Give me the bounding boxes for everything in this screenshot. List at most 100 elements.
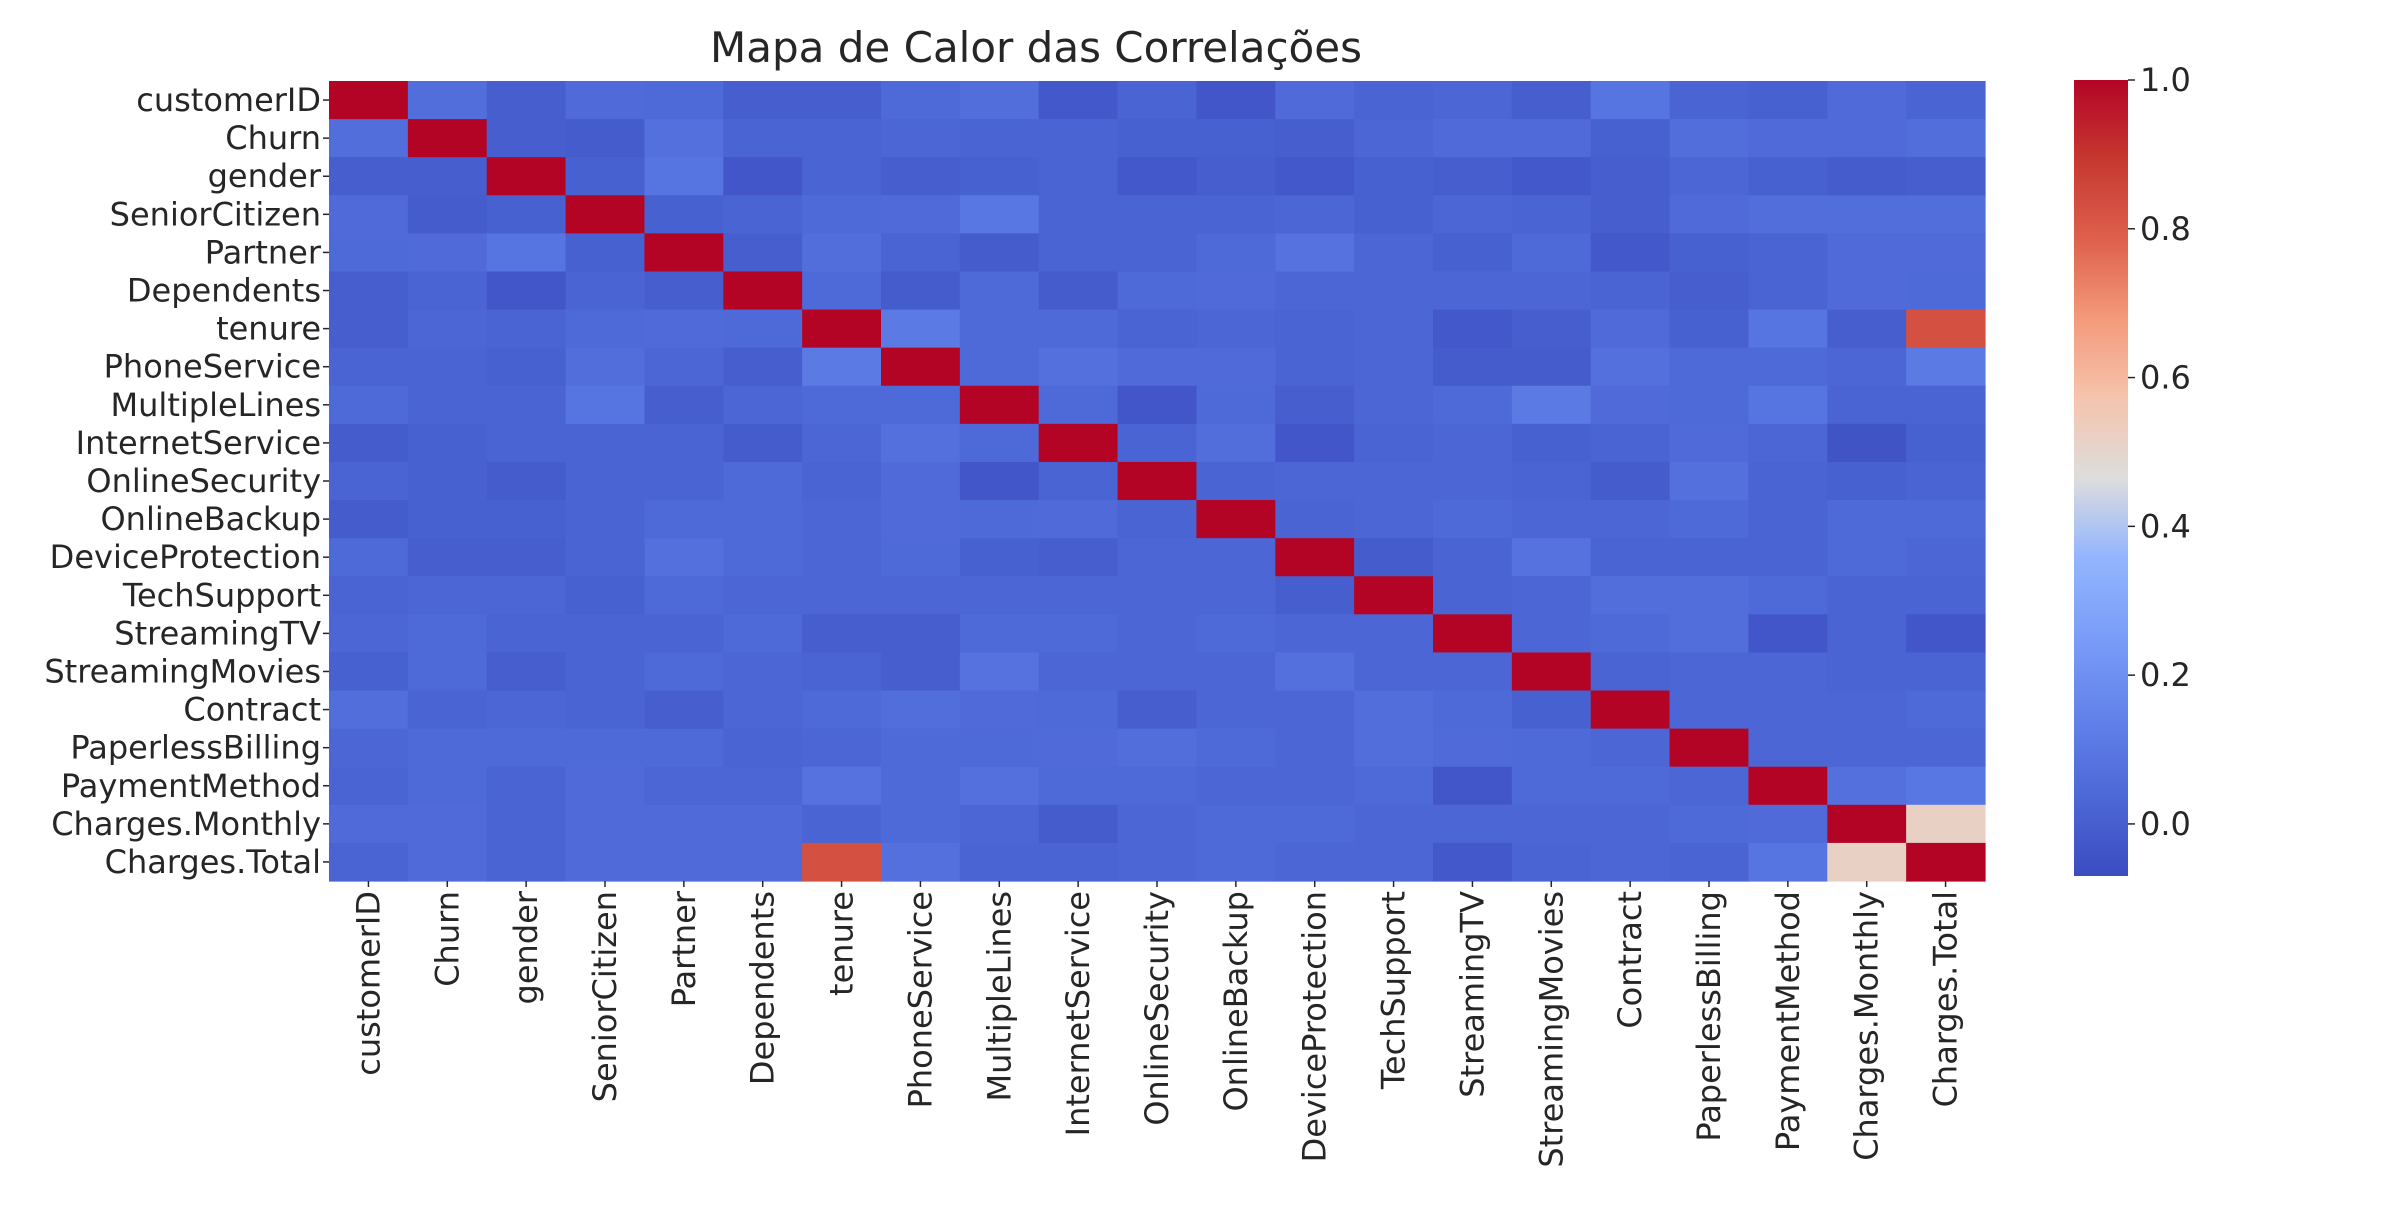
heatmap-cell <box>1354 538 1434 577</box>
heatmap-cell <box>1433 576 1513 615</box>
heatmap-cell <box>644 538 724 577</box>
heatmap-cell <box>881 385 961 425</box>
heatmap-cell <box>486 728 567 768</box>
heatmap-cell <box>1275 614 1355 654</box>
heatmap-cell <box>329 81 409 120</box>
heatmap-cell <box>1906 385 1986 425</box>
heatmap-cell <box>1906 309 1986 349</box>
heatmap-cell <box>1748 461 1828 501</box>
heatmap-cell <box>644 347 724 387</box>
heatmap-cell <box>1906 271 1986 311</box>
heatmap-cell <box>486 690 567 730</box>
heatmap-cell <box>1748 804 1828 844</box>
heatmap-cell <box>959 233 1040 273</box>
heatmap-cell <box>1433 614 1513 654</box>
heatmap-cell <box>1827 614 1907 654</box>
heatmap-cell <box>802 119 882 158</box>
heatmap-cell <box>486 538 567 577</box>
heatmap-cell <box>1748 766 1828 806</box>
heatmap-cell <box>644 766 724 806</box>
heatmap-cell <box>486 347 567 387</box>
heatmap-cell <box>329 500 409 539</box>
heatmap-cell <box>1433 233 1513 273</box>
heatmap-cell <box>1433 81 1513 120</box>
heatmap-cell <box>1433 728 1513 768</box>
heatmap-cell <box>802 461 882 501</box>
heatmap-cell <box>1669 195 1750 234</box>
heatmap-cell <box>1748 157 1828 196</box>
heatmap-cell <box>1748 195 1828 234</box>
heatmap-cell <box>1275 461 1355 501</box>
heatmap-cell <box>565 347 646 387</box>
heatmap-cell <box>1275 233 1355 273</box>
heatmap-cell <box>644 271 724 311</box>
colorbar-ticks: 0.0 0.2 0.4 0.6 0.8 1.0 <box>2128 61 2191 843</box>
heatmap-cell <box>329 652 409 692</box>
heatmap-cell <box>565 728 646 768</box>
heatmap-cell <box>644 119 724 158</box>
heatmap-cell <box>723 576 803 615</box>
heatmap-cell <box>1511 119 1592 158</box>
heatmap-cell <box>1196 157 1276 196</box>
heatmap-cell <box>1748 728 1828 768</box>
heatmap-cell <box>565 461 646 501</box>
heatmap-cell <box>1275 652 1355 692</box>
heatmap-cell <box>881 614 961 654</box>
heatmap-cell <box>723 690 803 730</box>
heatmap-cell <box>407 271 488 311</box>
heatmap-cell <box>1275 690 1355 730</box>
heatmap-cell <box>1196 233 1276 273</box>
heatmap-cell <box>1354 81 1434 120</box>
heatmap-cell <box>1511 461 1592 501</box>
x-tick-label: Charges.Total <box>1927 891 1965 1107</box>
heatmap-cell <box>723 652 803 692</box>
heatmap-cell <box>802 538 882 577</box>
heatmap-cell <box>407 652 488 692</box>
heatmap-cell <box>1038 500 1119 539</box>
heatmap-cell <box>1906 728 1986 768</box>
colorbar-tick-label: 0.8 <box>2140 210 2191 248</box>
heatmap-cell <box>881 576 961 615</box>
heatmap-cell <box>1038 538 1119 577</box>
heatmap-cell <box>1354 652 1434 692</box>
heatmap-cell <box>1354 804 1434 844</box>
heatmap-cell <box>1590 233 1671 273</box>
heatmap-cell <box>1354 233 1434 273</box>
heatmap-cell <box>723 500 803 539</box>
x-tick-label: OnlineBackup <box>1217 891 1255 1112</box>
heatmap-cell <box>1433 766 1513 806</box>
heatmap-cell <box>1669 690 1750 730</box>
heatmap-cell <box>1117 385 1198 425</box>
heatmap-cell <box>329 690 409 730</box>
heatmap-cell <box>644 461 724 501</box>
heatmap-cell <box>486 81 567 120</box>
heatmap-cell <box>1827 119 1907 158</box>
heatmap-cell <box>1827 500 1907 539</box>
heatmap-cell <box>1511 271 1592 311</box>
heatmap-cell <box>486 652 567 692</box>
x-tick-label: DeviceProtection <box>1296 891 1334 1162</box>
heatmap-cell <box>486 842 567 882</box>
heatmap-cell <box>723 271 803 311</box>
heatmap-cell <box>644 576 724 615</box>
heatmap-cell <box>881 461 961 501</box>
heatmap-cell <box>1433 385 1513 425</box>
heatmap-cell <box>723 309 803 349</box>
heatmap-cell <box>1038 233 1119 273</box>
heatmap-cell <box>1275 119 1355 158</box>
heatmap-cell <box>1590 804 1671 844</box>
heatmap-cell <box>1827 461 1907 501</box>
heatmap-cell <box>486 500 567 539</box>
heatmap-cell <box>1117 538 1198 577</box>
x-tick-label: PaymentMethod <box>1769 891 1807 1151</box>
heatmap-cell <box>1748 309 1828 349</box>
heatmap-cell <box>1038 728 1119 768</box>
heatmap-cell <box>1511 81 1592 120</box>
heatmap-cell <box>1827 157 1907 196</box>
heatmap-cell <box>1748 614 1828 654</box>
heatmap-cell <box>329 576 409 615</box>
heatmap-cell <box>407 423 488 463</box>
heatmap-cell <box>1906 500 1986 539</box>
y-tick-label: OnlineBackup <box>100 500 321 538</box>
heatmap-cell <box>881 690 961 730</box>
